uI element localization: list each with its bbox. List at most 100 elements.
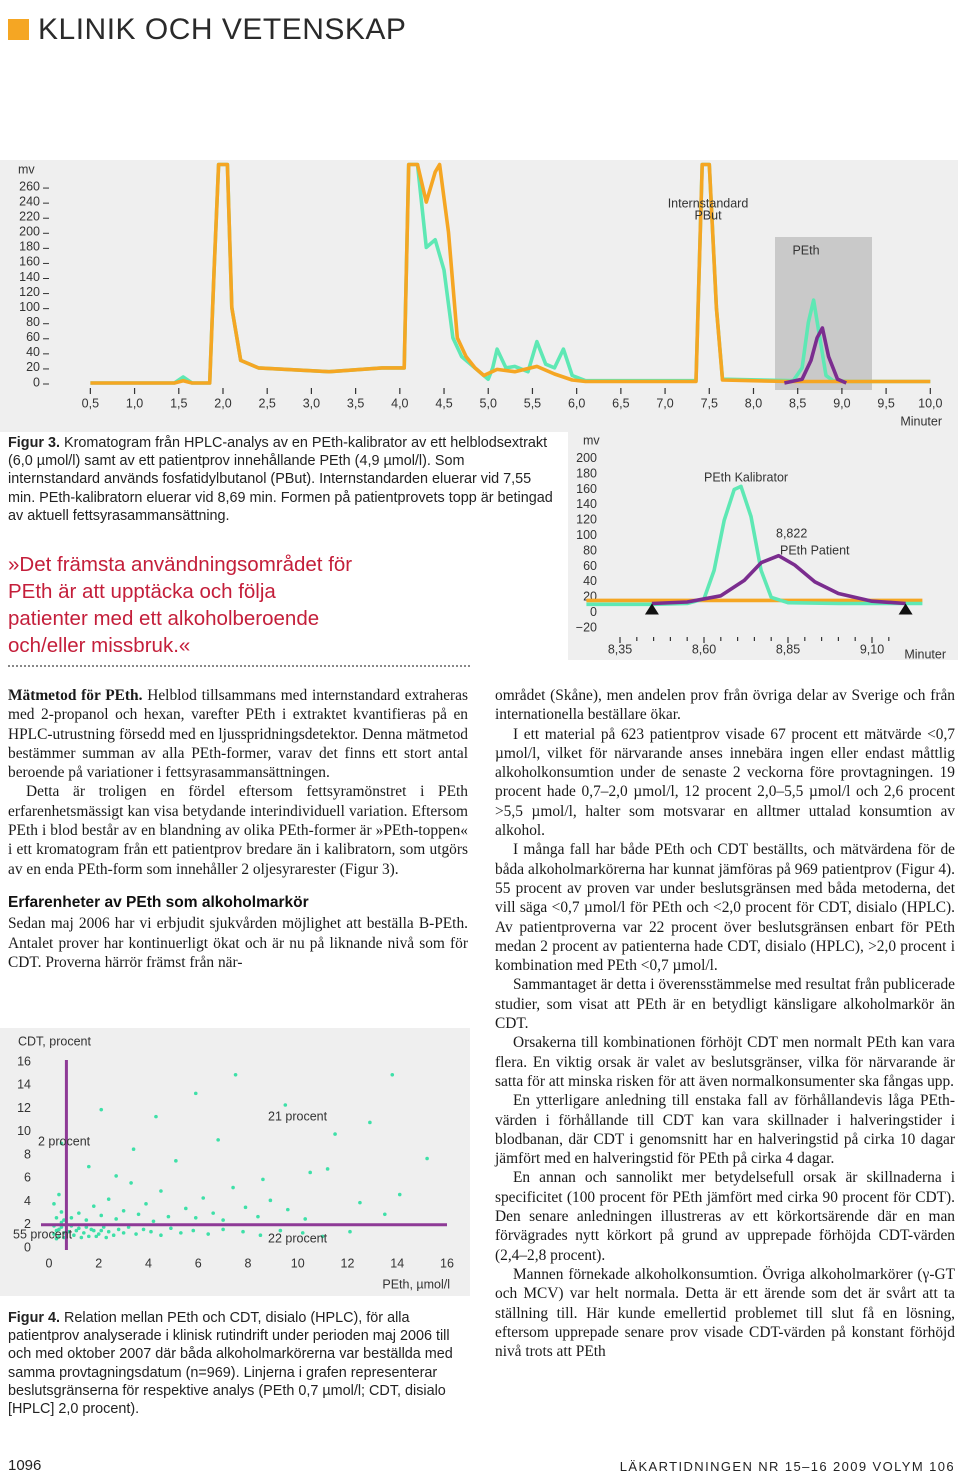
- annotation: PEth: [792, 243, 819, 257]
- scatter-point: [131, 1147, 136, 1151]
- annotation: 2 procent: [38, 1134, 91, 1148]
- scatter-point: [261, 1177, 265, 1182]
- scatter-point: [320, 1234, 325, 1239]
- x-tick-label: 4,5: [435, 396, 452, 410]
- series-line: [90, 162, 931, 385]
- scatter-point: [159, 1233, 163, 1238]
- paragraph: I ett material på 623 patientprov visade…: [495, 725, 955, 840]
- scatter-point: [84, 1218, 89, 1222]
- paragraph-text: Helblod tillsammans med internstandard e…: [8, 687, 468, 782]
- scatter-point: [114, 1217, 118, 1221]
- scatter-point: [121, 1231, 126, 1235]
- caption-text: Relation mellan PEth och CDT, disialo (H…: [8, 1310, 453, 1418]
- y-tick-label: 0: [590, 605, 597, 619]
- annotation: Internstandard: [668, 196, 749, 210]
- lead: Mätmetod för PEth.: [8, 687, 143, 704]
- paragraph: Sammantaget är detta i överensstämmelse …: [495, 976, 955, 1033]
- caption-label: Figur 3.: [8, 435, 60, 451]
- y-tick-label: 200: [576, 451, 597, 465]
- scatter-point: [154, 1114, 158, 1119]
- scatter-point: [106, 1197, 111, 1201]
- section-heading: Erfarenheter av PEth som alkoholmarkör: [8, 893, 309, 911]
- scatter-point: [333, 1132, 337, 1136]
- header-square: [8, 19, 29, 40]
- scatter-point: [193, 1091, 198, 1096]
- scatter-point: [54, 1215, 59, 1220]
- scatter-point: [425, 1156, 429, 1161]
- right-column: området (Skåne), men andelen prov från ö…: [495, 686, 955, 1361]
- y-tick-label: 80: [26, 315, 40, 329]
- y-tick-label: 0: [33, 375, 40, 389]
- x-tick-label: 6,0: [568, 396, 585, 410]
- y-tick-label: 240: [19, 194, 40, 208]
- scatter-point: [91, 1204, 96, 1208]
- scatter-point: [82, 1231, 86, 1235]
- caption-text: Kromatogram från HPLC-analys av en PEth-…: [8, 435, 553, 524]
- x-axis-title: Minuter: [900, 414, 942, 428]
- scatter-point: [99, 1107, 104, 1112]
- y-axis-title: mv: [18, 162, 35, 176]
- header-title: KLINIK OCH VETENSKAP: [38, 13, 407, 46]
- y-tick-label: 140: [576, 497, 597, 511]
- scatter-point: [184, 1206, 188, 1211]
- y-tick-label: 100: [19, 300, 40, 314]
- x-tick-label: 4: [145, 1256, 152, 1270]
- scatter-point: [62, 1231, 66, 1235]
- scatter-point: [62, 1235, 66, 1240]
- paragraph: Sedan maj 2006 har vi erbjudit sjukvårde…: [8, 915, 468, 971]
- y-tick-label: 14: [17, 1078, 31, 1092]
- x-tick-label: 14: [390, 1256, 404, 1270]
- annotation: PBut: [694, 208, 722, 222]
- annotation: 22 procent: [268, 1231, 328, 1245]
- scatter-point: [191, 1228, 196, 1233]
- scatter-point: [99, 1228, 104, 1233]
- scatter-point: [193, 1215, 198, 1220]
- scatter-point: [383, 1212, 387, 1217]
- annotation: 8,822: [776, 526, 807, 540]
- y-axis-title: mv: [583, 433, 600, 447]
- scatter-point: [57, 1234, 61, 1239]
- scatter-point: [111, 1233, 116, 1238]
- paragraph: En annan och sannolikt mer betydelsefull…: [495, 1169, 955, 1264]
- scatter-point: [57, 1192, 61, 1197]
- x-tick-label: 0,5: [82, 396, 99, 410]
- scatter-point: [258, 1233, 263, 1238]
- y-tick-label: 16: [17, 1054, 31, 1068]
- scatter-point: [87, 1164, 91, 1169]
- scatter-point: [166, 1214, 171, 1219]
- y-tick-label: 180: [19, 240, 40, 254]
- pull-quote: »Det främsta användningsområdet för PEth…: [8, 553, 353, 657]
- scatter-point: [69, 1215, 74, 1220]
- x-tick-label: 10: [291, 1256, 305, 1270]
- x-axis-title: Minuter: [904, 647, 946, 661]
- x-tick-label: 1,5: [170, 396, 187, 410]
- scatter-point: [283, 1103, 288, 1107]
- scatter-point: [390, 1072, 395, 1077]
- scatter-point: [358, 1200, 362, 1205]
- scatter-point: [278, 1228, 283, 1233]
- y-tick-label: 80: [583, 543, 597, 557]
- y-tick-label: 160: [19, 255, 40, 269]
- scatter-point: [241, 1229, 245, 1234]
- x-tick-label: 8,5: [789, 396, 806, 410]
- chart-panel: [568, 431, 958, 660]
- scatter-point: [256, 1214, 260, 1219]
- scatter-point: [231, 1185, 235, 1190]
- scatter-point: [74, 1228, 79, 1233]
- y-tick-label: 40: [26, 345, 40, 359]
- x-tick-label: 9,0: [833, 396, 850, 410]
- x-tick-label: 6,5: [612, 396, 629, 410]
- scatter-point: [79, 1235, 84, 1240]
- y-tick-label: 40: [583, 574, 597, 588]
- y-tick-label: 10: [17, 1124, 31, 1138]
- scatter-point: [67, 1229, 71, 1234]
- pull-quote-box: »Det främsta användningsområdet för PEth…: [8, 551, 470, 667]
- scatter-point: [221, 1218, 225, 1222]
- y-tick-label: 8: [24, 1147, 31, 1161]
- scatter-point: [96, 1232, 101, 1236]
- scatter-point: [121, 1209, 126, 1213]
- scatter-point: [134, 1232, 138, 1236]
- scatter-point: [104, 1235, 109, 1240]
